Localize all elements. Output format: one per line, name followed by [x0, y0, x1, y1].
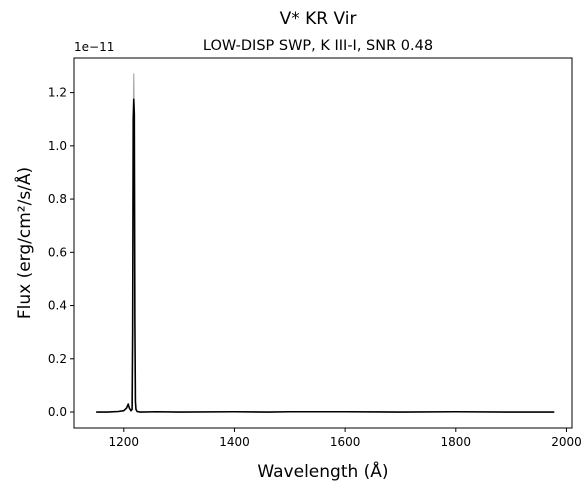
- plot-frame: [73, 57, 573, 429]
- y-tick-label: 0.6: [48, 245, 67, 259]
- y-tick-label: 0.4: [48, 299, 67, 313]
- y-tick-label: 0.2: [48, 352, 67, 366]
- y-axis: 0.0 0.2 0.4 0.6 0.8 1.0 1.2: [48, 86, 74, 419]
- chart-title: V* KR Vir: [280, 9, 357, 29]
- x-tick-label: 2000: [551, 435, 582, 449]
- y-tick-label: 1.2: [48, 86, 67, 100]
- chart-subtitle: LOW-DISP SWP, K III-I, SNR 0.48: [203, 38, 433, 54]
- x-tick-label: 1600: [330, 435, 361, 449]
- x-tick-label: 1800: [441, 435, 472, 449]
- x-axis-label: Wavelength (Å): [257, 460, 388, 482]
- series-line-0: [96, 98, 555, 413]
- x-tick-label: 1200: [109, 435, 140, 449]
- series-line-1: [132, 73, 135, 100]
- y-axis-label: Flux (erg/cm²/s/Å): [13, 167, 35, 319]
- y-tick-label: 0.0: [48, 405, 67, 419]
- x-tick-label: 1400: [219, 435, 250, 449]
- series-layer: [96, 73, 555, 413]
- x-axis: 1200 1400 1600 1800 2000: [109, 428, 582, 449]
- y-offset-label: 1e−11: [74, 40, 114, 54]
- y-tick-label: 1.0: [48, 139, 67, 153]
- y-tick-label: 0.8: [48, 192, 67, 206]
